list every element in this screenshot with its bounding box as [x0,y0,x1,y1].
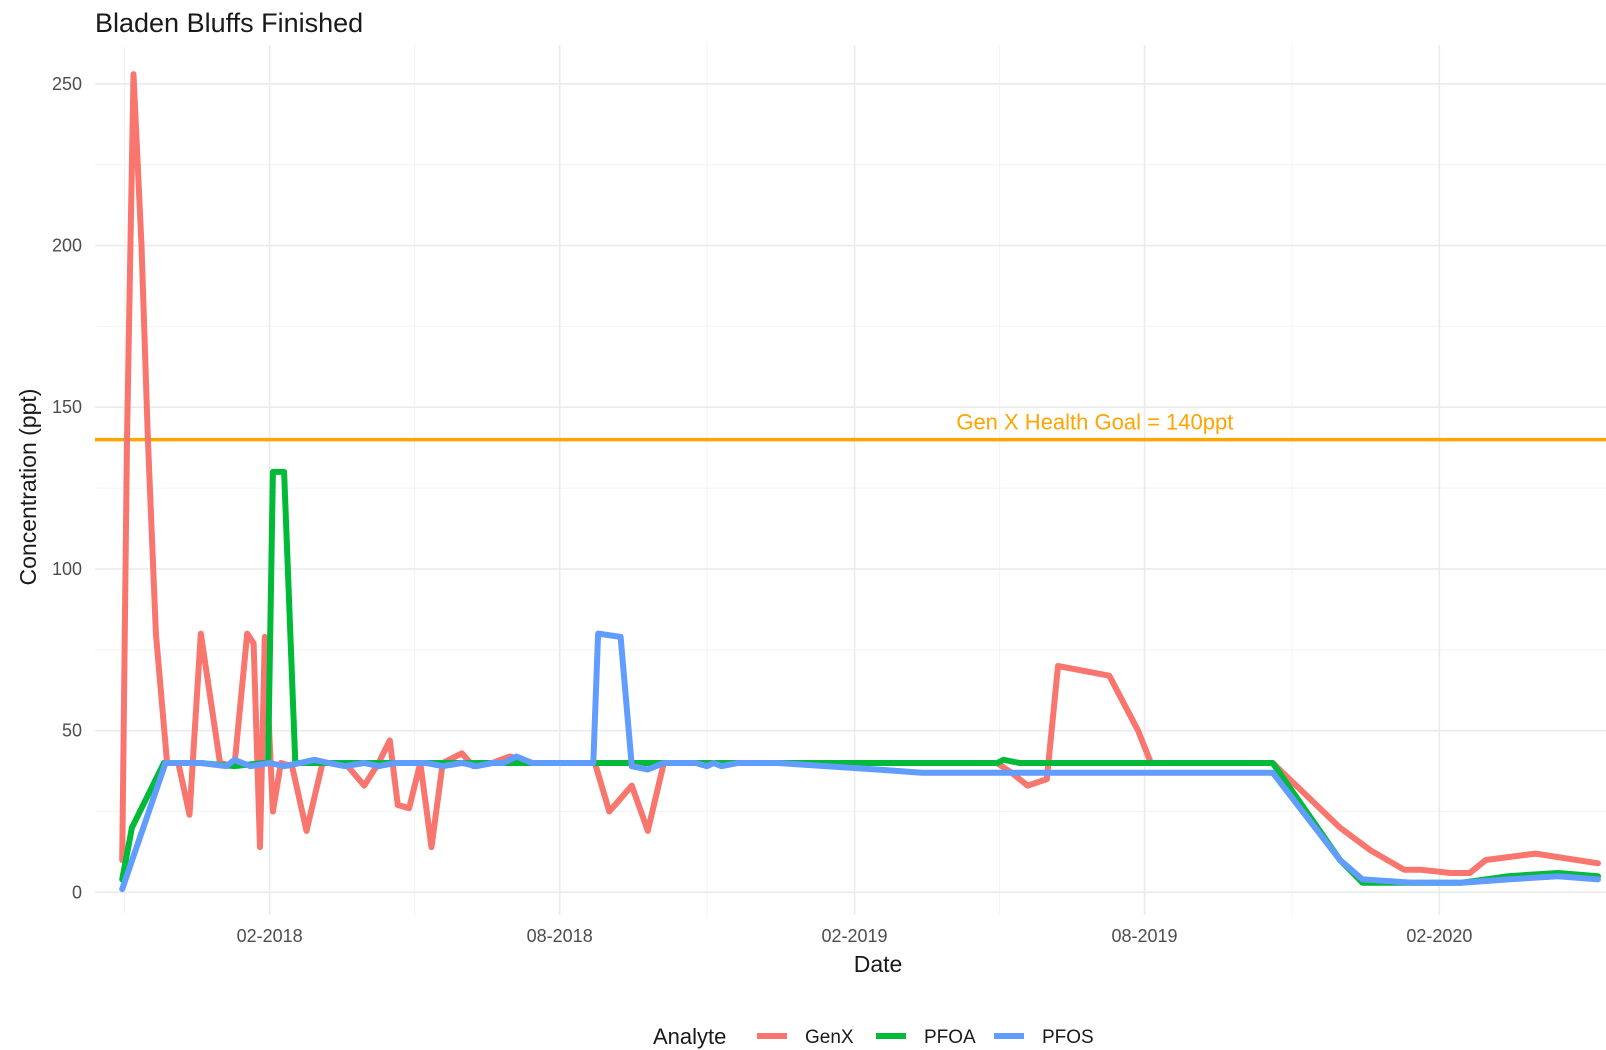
grid-layer [95,45,1606,915]
y-tick-label: 50 [62,721,82,741]
x-tick-label: 08-2019 [1111,926,1177,946]
legend-title: Analyte [653,1024,726,1049]
y-tick-label: 0 [72,882,82,902]
x-axis-title: Date [854,951,903,977]
x-tick-label: 02-2020 [1406,926,1472,946]
legend-label-pfos: PFOS [1042,1027,1094,1048]
health-goal-layer: Gen X Health Goal = 140ppt [95,410,1606,442]
x-tick-label: 02-2018 [237,926,303,946]
y-tick-label: 100 [52,559,82,579]
y-axis-title: Concentration (ppt) [15,389,41,586]
y-tick-label: 250 [52,74,82,94]
series-line-genx [119,71,1601,876]
x-tick-label: 08-2018 [527,926,593,946]
legend: Analyte GenX PFOA PFOS [653,1024,1094,1049]
y-tick-label: 200 [52,236,82,256]
y-tick-label: 150 [52,397,82,417]
series-layer [119,71,1601,893]
health-goal-label: Gen X Health Goal = 140ppt [956,410,1233,435]
legend-label-pfoa: PFOA [924,1027,976,1048]
chart-title: Bladen Bluffs Finished [95,8,363,38]
axis-layer: 0 50 100 150 200 250 02-2018 08-2018 02-2019 08-2… [52,74,1472,946]
series-line-pfoa [119,468,1601,886]
legend-label-genx: GenX [805,1027,854,1048]
x-tick-label: 02-2019 [821,926,887,946]
series-line-pfos [119,630,1601,893]
